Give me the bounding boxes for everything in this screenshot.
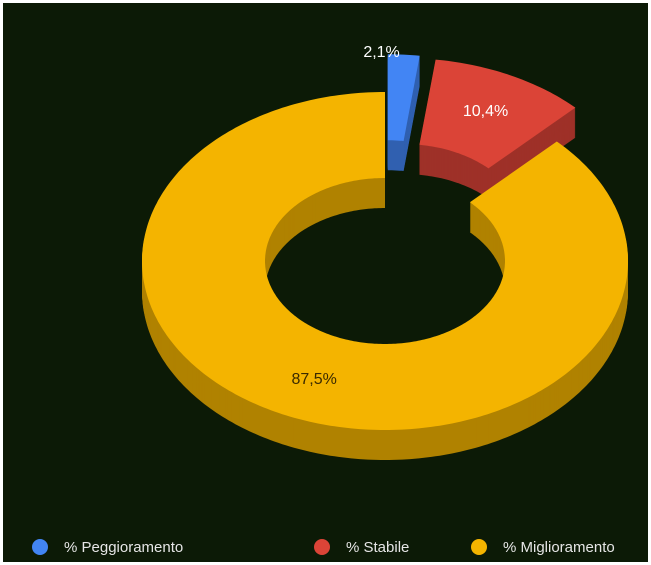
value-label: 87,5% <box>291 371 336 388</box>
legend-marker <box>32 539 48 555</box>
value-label: 10,4% <box>463 103 508 120</box>
slice <box>142 92 628 430</box>
slice <box>387 54 420 141</box>
legend: % Peggioramento % Stabile % Miglioramento <box>32 539 615 556</box>
slice <box>419 59 576 169</box>
legend-label: % Peggioramento <box>64 539 183 556</box>
legend-marker <box>314 539 330 555</box>
legend-label: % Stabile <box>346 539 409 556</box>
legend-marker <box>471 539 487 555</box>
value-label: 2,1% <box>363 44 399 61</box>
legend-label: % Miglioramento <box>503 539 615 556</box>
